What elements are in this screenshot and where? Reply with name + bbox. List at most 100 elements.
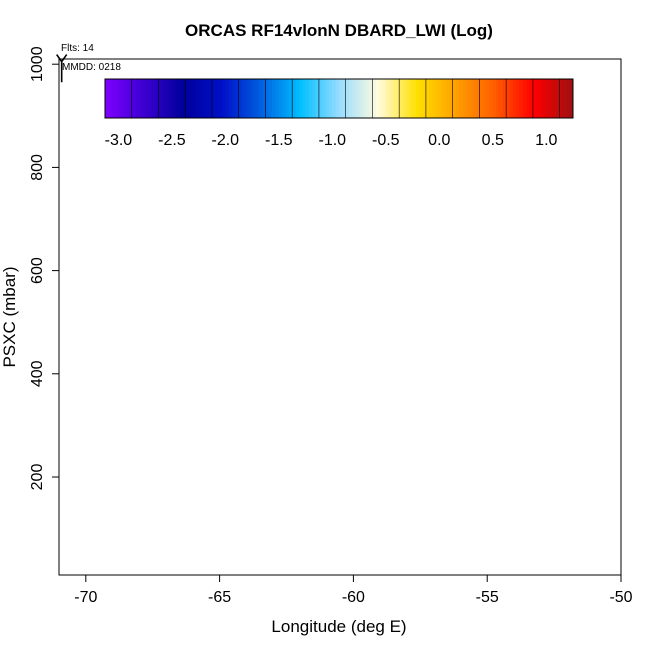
x-tick-label: -55 bbox=[476, 589, 499, 606]
colorbar-swatch bbox=[121, 79, 126, 118]
colorbar-swatch bbox=[222, 79, 226, 118]
colorbar-swatch bbox=[512, 79, 517, 118]
colorbar-swatch bbox=[402, 79, 407, 118]
colorbar-swatch bbox=[499, 79, 504, 118]
colorbar-swatch bbox=[278, 79, 283, 118]
colorbar-swatch bbox=[218, 79, 223, 118]
colorbar: -3.0 -2.5 -2.0 -1.5 -1.0 -0.5 0.0 0.5 1.0 bbox=[104, 78, 574, 149]
colorbar-swatch bbox=[268, 79, 273, 118]
colorbar-swatch bbox=[195, 79, 200, 118]
colorbar-swatch bbox=[519, 79, 524, 118]
sample-marker bbox=[592, 167, 601, 175]
colorbar-swatch bbox=[161, 79, 166, 118]
colorbar-swatch bbox=[181, 79, 186, 118]
colorbar-swatch bbox=[238, 79, 243, 118]
colorbar-swatch bbox=[235, 79, 240, 118]
colorbar-tick-label: 1.0 bbox=[535, 132, 557, 149]
colorbar-swatch bbox=[429, 79, 434, 118]
date-label: MMDD: 0218 bbox=[62, 62, 121, 73]
colorbar-swatch bbox=[225, 79, 230, 118]
colorbar-swatch bbox=[526, 79, 531, 118]
colorbar-swatch bbox=[359, 79, 363, 118]
colorbar-swatch bbox=[185, 79, 190, 118]
colorbar-swatch bbox=[211, 79, 216, 118]
colorbar-swatch bbox=[486, 79, 490, 118]
colorbar-tick-label: 0.0 bbox=[428, 132, 450, 149]
colorbar-swatch bbox=[335, 79, 340, 118]
colorbar-frame bbox=[104, 78, 574, 119]
x-axis-label: Longitude (deg E) bbox=[271, 617, 406, 636]
colorbar-swatch bbox=[255, 79, 260, 118]
flights-label: Flts: 14 bbox=[61, 43, 94, 54]
sample-marker bbox=[424, 58, 433, 67]
colorbar-swatch bbox=[372, 79, 377, 118]
colorbar-swatch bbox=[332, 79, 337, 118]
colorbar-swatch bbox=[539, 79, 544, 118]
colorbar-swatch bbox=[419, 79, 424, 118]
colorbar-tick-label: 0.5 bbox=[482, 132, 504, 149]
colorbar-swatch bbox=[201, 79, 206, 118]
colorbar-swatch bbox=[556, 79, 561, 118]
y-tick-label: 800 bbox=[29, 154, 46, 181]
colorbar-swatch bbox=[496, 79, 500, 118]
plot-frame bbox=[58, 58, 622, 576]
x-tick-label: -70 bbox=[74, 589, 97, 606]
colorbar-swatch bbox=[308, 79, 313, 118]
x-tick-label: -60 bbox=[342, 589, 365, 606]
colorbar-swatch bbox=[476, 79, 480, 118]
colorbar-swatch bbox=[439, 79, 444, 118]
colorbar-swatch bbox=[302, 79, 307, 118]
colorbar-tick-label: -1.5 bbox=[265, 132, 293, 149]
colorbar-swatch bbox=[305, 79, 310, 118]
colorbar-swatch bbox=[466, 79, 470, 118]
colorbar-swatch bbox=[248, 79, 253, 118]
colorbar-swatch bbox=[242, 79, 246, 118]
colorbar-swatch bbox=[492, 79, 497, 118]
y-tick-label: 1000 bbox=[29, 46, 46, 82]
colorbar-swatch bbox=[389, 79, 393, 118]
colorbar-swatch bbox=[318, 79, 323, 118]
y-axis-label: PSXC (mbar) bbox=[0, 266, 19, 367]
colorbar-swatch bbox=[128, 79, 133, 118]
colorbar-swatch bbox=[516, 79, 521, 118]
colorbar-swatch bbox=[215, 79, 220, 118]
colorbar-swatch bbox=[208, 79, 213, 118]
sample-marker bbox=[413, 145, 422, 154]
colorbar-swatch bbox=[228, 79, 233, 118]
colorbar-swatch bbox=[432, 79, 437, 118]
colorbar-swatch bbox=[285, 79, 290, 118]
colorbar-swatch bbox=[155, 79, 159, 118]
colorbar-swatch bbox=[188, 79, 193, 118]
colorbar-swatch bbox=[295, 79, 300, 118]
colorbar-swatch bbox=[118, 79, 123, 118]
colorbar-swatch bbox=[562, 79, 567, 118]
chart-title: ORCAS RF14vlonN DBARD_LWI (Log) bbox=[185, 21, 493, 40]
colorbar-swatch bbox=[325, 79, 330, 118]
colorbar-swatch bbox=[542, 79, 547, 118]
colorbar-swatch bbox=[125, 79, 129, 118]
colorbar-swatch bbox=[158, 79, 163, 118]
colorbar-swatch bbox=[315, 79, 320, 118]
colorbar-swatch bbox=[536, 79, 541, 118]
colorbar-swatch bbox=[232, 79, 236, 118]
colorbar-swatch bbox=[552, 79, 557, 118]
x-axis: -70 -65 -60 -55 -50 bbox=[74, 575, 633, 606]
sample-marker bbox=[542, 380, 551, 389]
y-tick-label: 200 bbox=[29, 464, 46, 491]
colorbar-swatch bbox=[205, 79, 210, 118]
colorbar-swatch bbox=[258, 79, 263, 118]
colorbar-swatch bbox=[151, 79, 156, 118]
colorbar-swatch bbox=[532, 79, 537, 118]
colorbar-swatch bbox=[425, 79, 430, 118]
colorbar-swatch bbox=[412, 79, 417, 118]
colorbar-swatch bbox=[275, 79, 280, 118]
colorbar-swatch bbox=[345, 79, 350, 118]
colorbar-swatch bbox=[435, 79, 440, 118]
sample-marker bbox=[456, 164, 465, 173]
colorbar-swatch bbox=[252, 79, 256, 118]
sample-marker bbox=[368, 376, 377, 384]
colorbar-swatch bbox=[365, 79, 370, 118]
colorbar-swatch bbox=[449, 79, 454, 118]
colorbar-swatch bbox=[452, 79, 457, 118]
